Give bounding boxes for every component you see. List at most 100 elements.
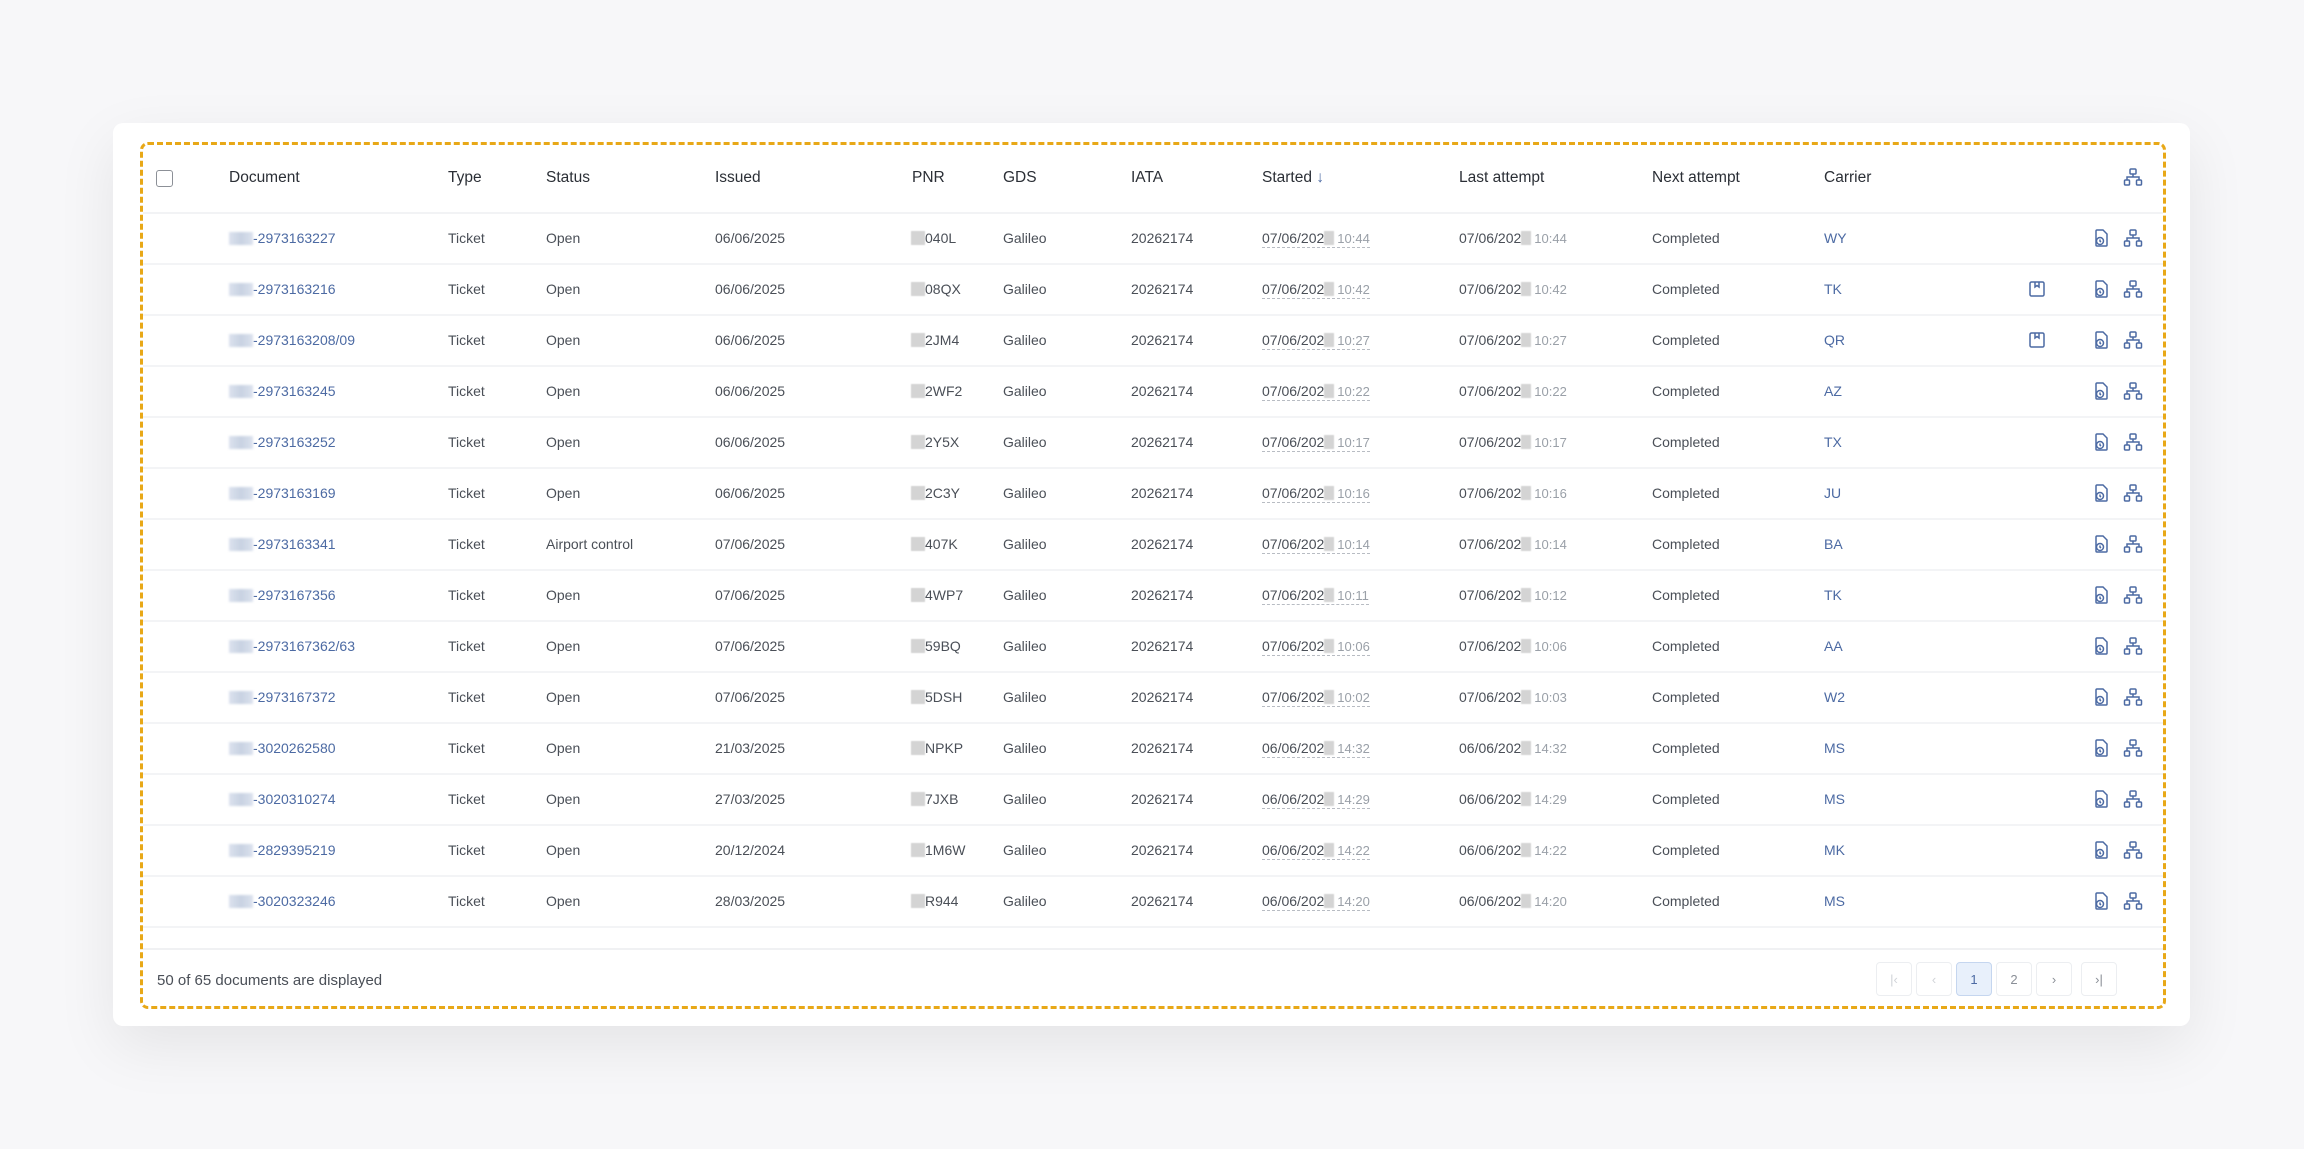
started-cell[interactable]: 07/06/202 10:42 bbox=[1262, 281, 1370, 299]
table-row[interactable]: -2973167356 Ticket Open 07/06/2025 4WP7 … bbox=[143, 571, 2163, 622]
started-cell[interactable]: 06/06/202 14:20 bbox=[1262, 893, 1370, 911]
started-cell[interactable]: 07/06/202 10:16 bbox=[1262, 485, 1370, 503]
document-history-icon[interactable] bbox=[2091, 381, 2111, 401]
save-icon[interactable] bbox=[2027, 279, 2047, 299]
table-row[interactable]: -2973163252 Ticket Open 06/06/2025 2Y5X … bbox=[143, 418, 2163, 469]
page-1-button[interactable]: 1 bbox=[1956, 962, 1992, 996]
col-status[interactable]: Status bbox=[546, 169, 590, 186]
document-link[interactable]: -2973163216 bbox=[229, 281, 336, 297]
hierarchy-icon[interactable] bbox=[2123, 891, 2143, 911]
carrier-link[interactable]: AZ bbox=[1824, 383, 1842, 399]
started-cell[interactable]: 07/06/202 10:14 bbox=[1262, 536, 1370, 554]
document-link[interactable]: -2973163208/09 bbox=[229, 332, 355, 348]
table-row[interactable]: -3020262580 Ticket Open 21/03/2025 NPKP … bbox=[143, 724, 2163, 775]
hierarchy-icon[interactable] bbox=[2123, 687, 2143, 707]
table-row[interactable]: -2973167362/63 Ticket Open 07/06/2025 59… bbox=[143, 622, 2163, 673]
page-2-button[interactable]: 2 bbox=[1996, 962, 2032, 996]
table-row[interactable]: -2973163341 Ticket Airport control 07/06… bbox=[143, 520, 2163, 571]
table-row[interactable]: -2973163169 Ticket Open 06/06/2025 2C3Y … bbox=[143, 469, 2163, 520]
document-link[interactable]: -3020323246 bbox=[229, 893, 336, 909]
started-cell[interactable]: 06/06/202 14:32 bbox=[1262, 740, 1370, 758]
document-link[interactable]: -2973167362/63 bbox=[229, 638, 355, 654]
col-last-attempt[interactable]: Last attempt bbox=[1459, 169, 1545, 186]
prev-page-button[interactable]: ‹ bbox=[1916, 962, 1952, 996]
document-history-icon[interactable] bbox=[2091, 687, 2111, 707]
hierarchy-icon[interactable] bbox=[2123, 636, 2143, 656]
table-row[interactable]: -2829395219 Ticket Open 20/12/2024 1M6W … bbox=[143, 826, 2163, 877]
col-next-attempt[interactable]: Next attempt bbox=[1652, 169, 1740, 186]
hierarchy-icon[interactable] bbox=[2123, 228, 2143, 248]
last-page-button[interactable]: ›| bbox=[2081, 962, 2117, 996]
hierarchy-icon[interactable] bbox=[2123, 432, 2143, 452]
document-history-icon[interactable] bbox=[2091, 534, 2111, 554]
carrier-link[interactable]: QR bbox=[1824, 332, 1845, 348]
col-iata[interactable]: IATA bbox=[1131, 169, 1164, 186]
carrier-link[interactable]: MS bbox=[1824, 893, 1845, 909]
document-link[interactable]: -2973167356 bbox=[229, 587, 336, 603]
hierarchy-icon[interactable] bbox=[2123, 483, 2143, 503]
document-link[interactable]: -3020310274 bbox=[229, 791, 336, 807]
col-started[interactable]: Started ↓ bbox=[1262, 169, 1324, 187]
document-link[interactable]: -2973163252 bbox=[229, 434, 336, 450]
document-history-icon[interactable] bbox=[2091, 585, 2111, 605]
started-cell[interactable]: 07/06/202 10:02 bbox=[1262, 689, 1370, 707]
hierarchy-icon[interactable] bbox=[2123, 789, 2143, 809]
document-history-icon[interactable] bbox=[2091, 840, 2111, 860]
document-link[interactable]: -2973167372 bbox=[229, 689, 336, 705]
document-history-icon[interactable] bbox=[2091, 738, 2111, 758]
hierarchy-icon[interactable] bbox=[2123, 840, 2143, 860]
col-gds[interactable]: GDS bbox=[1003, 169, 1037, 186]
document-link[interactable]: -3020262580 bbox=[229, 740, 336, 756]
hierarchy-icon[interactable] bbox=[2123, 167, 2143, 187]
document-history-icon[interactable] bbox=[2091, 789, 2111, 809]
carrier-link[interactable]: MS bbox=[1824, 740, 1845, 756]
table-row[interactable]: -2973167372 Ticket Open 07/06/2025 5DSH … bbox=[143, 673, 2163, 724]
col-type[interactable]: Type bbox=[448, 169, 482, 186]
hierarchy-icon[interactable] bbox=[2123, 738, 2143, 758]
carrier-link[interactable]: WY bbox=[1824, 230, 1847, 246]
started-cell[interactable]: 07/06/202 10:06 bbox=[1262, 638, 1370, 656]
carrier-link[interactable]: BA bbox=[1824, 536, 1843, 552]
col-document[interactable]: Document bbox=[229, 169, 300, 186]
hierarchy-icon[interactable] bbox=[2123, 381, 2143, 401]
table-row[interactable]: -2973163245 Ticket Open 06/06/2025 2WF2 … bbox=[143, 367, 2163, 418]
document-link[interactable]: -2973163169 bbox=[229, 485, 336, 501]
started-cell[interactable]: 07/06/202 10:22 bbox=[1262, 383, 1370, 401]
table-row[interactable]: -2973163216 Ticket Open 06/06/2025 08QX … bbox=[143, 265, 2163, 316]
document-history-icon[interactable] bbox=[2091, 636, 2111, 656]
carrier-link[interactable]: JU bbox=[1824, 485, 1842, 501]
first-page-button[interactable]: |‹ bbox=[1876, 962, 1912, 996]
next-page-button[interactable]: › bbox=[2036, 962, 2072, 996]
document-link[interactable]: -2973163245 bbox=[229, 383, 336, 399]
carrier-link[interactable]: AA bbox=[1824, 638, 1843, 654]
started-cell[interactable]: 06/06/202 14:29 bbox=[1262, 791, 1370, 809]
col-carrier[interactable]: Carrier bbox=[1824, 169, 1872, 186]
started-cell[interactable]: 07/06/202 10:27 bbox=[1262, 332, 1370, 350]
carrier-link[interactable]: MK bbox=[1824, 842, 1845, 858]
carrier-link[interactable]: TK bbox=[1824, 281, 1842, 297]
document-history-icon[interactable] bbox=[2091, 483, 2111, 503]
document-history-icon[interactable] bbox=[2091, 228, 2111, 248]
carrier-link[interactable]: W2 bbox=[1824, 689, 1845, 705]
hierarchy-icon[interactable] bbox=[2123, 279, 2143, 299]
hierarchy-icon[interactable] bbox=[2123, 585, 2143, 605]
document-history-icon[interactable] bbox=[2091, 891, 2111, 911]
col-pnr[interactable]: PNR bbox=[912, 169, 945, 186]
document-link[interactable]: -2829395219 bbox=[229, 842, 336, 858]
carrier-link[interactable]: TX bbox=[1824, 434, 1842, 450]
table-row[interactable]: -3020323246 Ticket Open 28/03/2025 R944 … bbox=[143, 877, 2163, 928]
save-icon[interactable] bbox=[2027, 330, 2047, 350]
started-cell[interactable]: 07/06/202 10:44 bbox=[1262, 230, 1370, 248]
hierarchy-icon[interactable] bbox=[2123, 534, 2143, 554]
table-row[interactable]: -2973163227 Ticket Open 06/06/2025 040L … bbox=[143, 214, 2163, 265]
started-cell[interactable]: 07/06/202 10:11 bbox=[1262, 587, 1369, 605]
hierarchy-icon[interactable] bbox=[2123, 330, 2143, 350]
document-link[interactable]: -2973163227 bbox=[229, 230, 336, 246]
carrier-link[interactable]: TK bbox=[1824, 587, 1842, 603]
document-history-icon[interactable] bbox=[2091, 432, 2111, 452]
col-issued[interactable]: Issued bbox=[715, 169, 761, 186]
table-row[interactable]: -2973163208/09 Ticket Open 06/06/2025 2J… bbox=[143, 316, 2163, 367]
select-all-checkbox[interactable] bbox=[156, 170, 173, 187]
document-link[interactable]: -2973163341 bbox=[229, 536, 336, 552]
carrier-link[interactable]: MS bbox=[1824, 791, 1845, 807]
